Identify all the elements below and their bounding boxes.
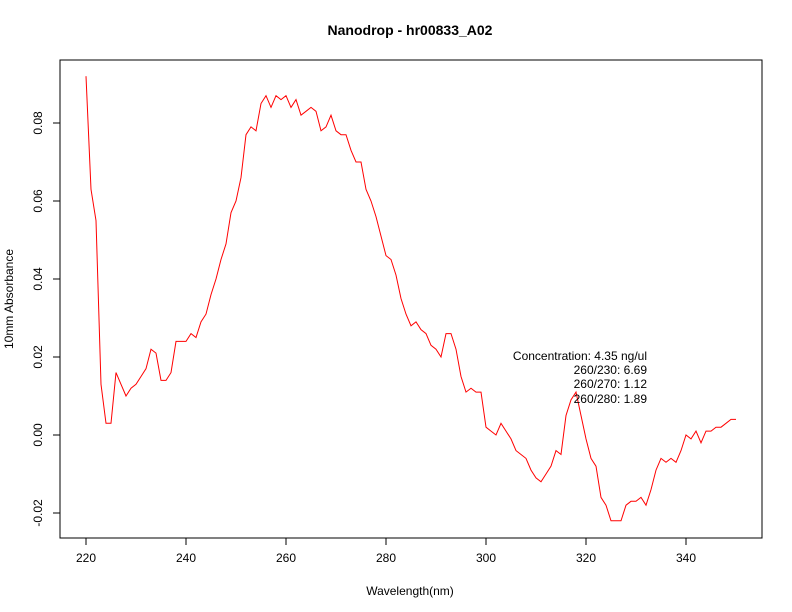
x-axis: 220 240 260 280 300 320 340 [76, 538, 696, 565]
y-tick-label: 0.00 [31, 423, 45, 447]
annotation-ratio-260-230: 260/230: 6.69 [574, 363, 648, 377]
annotation-ratio-260-270: 260/270: 1.12 [574, 377, 648, 391]
x-tick-label: 340 [676, 551, 696, 565]
y-tick-label: 0.06 [31, 189, 45, 213]
y-axis: -0.02 0.00 0.02 0.04 0.06 0.08 [31, 111, 60, 527]
x-tick-label: 260 [276, 551, 296, 565]
y-tick-label: -0.02 [31, 499, 45, 527]
x-tick-label: 280 [376, 551, 396, 565]
y-tick-label: 0.02 [31, 345, 45, 369]
y-tick-label: 0.04 [31, 267, 45, 291]
plot-frame [59, 59, 763, 539]
series-layer [85, 76, 736, 522]
x-tick-label: 320 [576, 551, 596, 565]
annotation-ratio-260-280: 260/280: 1.89 [574, 392, 648, 406]
x-tick-label: 220 [76, 551, 96, 565]
annotation-layer: Concentration: 4.35 ng/ul 260/230: 6.69 … [513, 349, 647, 406]
annotation-concentration: Concentration: 4.35 ng/ul [513, 349, 647, 363]
x-axis-title: Wavelength(nm) [366, 584, 454, 598]
x-tick-label: 240 [176, 551, 196, 565]
chart-title: Nanodrop - hr00833_A02 [328, 22, 493, 38]
x-tick-label: 300 [476, 551, 496, 565]
y-tick-label: 0.08 [31, 111, 45, 135]
y-axis-title: 10mm Absorbance [2, 249, 16, 349]
series-line-0 [85, 76, 736, 522]
